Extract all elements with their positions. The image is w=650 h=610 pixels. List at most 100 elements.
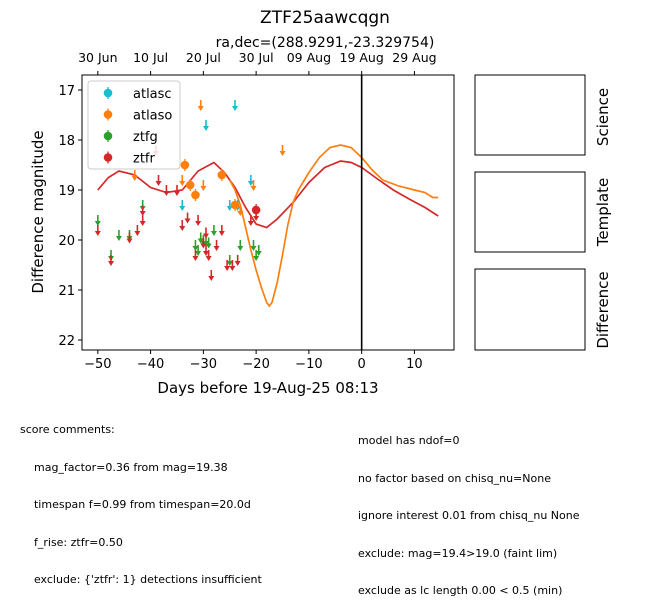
y-tick-label: 18 (58, 134, 75, 149)
comment-line: ignore interest 0.01 from chisq_nu None (358, 509, 580, 522)
arrow-head (247, 181, 254, 186)
arrow-head (229, 266, 236, 271)
arrow-head (134, 231, 141, 236)
upper-limit-arrow (139, 215, 146, 226)
comment-line: exclude as lc length 0.00 < 0.5 (min) (358, 584, 563, 597)
arrow-head (173, 191, 180, 196)
arrow-head (179, 181, 186, 186)
legend-label: ztfr (133, 152, 155, 167)
upper-limit-arrow (115, 230, 122, 241)
comment-line: model has ndof=0 (358, 434, 460, 447)
legend-marker (103, 131, 113, 141)
upper-limit-arrow (205, 237, 212, 249)
arrow-head (131, 176, 138, 181)
arrow-head (237, 211, 244, 216)
arrow-head (255, 251, 262, 256)
arrow-head (205, 243, 212, 249)
upper-limit-arrow (179, 220, 186, 231)
model-curve-ztfr (97, 160, 439, 229)
y-axis-ticks: 17 18 19 20 21 22 (58, 84, 82, 349)
upper-limit-arrow (213, 240, 220, 251)
arrow-head (205, 256, 212, 261)
upper-limit-arrow (279, 145, 286, 156)
top-date-axis-ticks: 30 Jun 10 Jul 20 Jul 30 Jul 09 Aug 19 Aug 29 A… (78, 50, 437, 75)
arrow-head (234, 261, 241, 266)
detection-point (251, 205, 261, 215)
top-tick-label: 29 Aug (392, 50, 436, 65)
upper-limit-arrow (195, 215, 202, 226)
upper-limit-arrow (237, 205, 244, 216)
arrow-head (250, 246, 257, 251)
template-panel (474, 171, 586, 253)
upper-limit-arrow (173, 185, 180, 196)
upper-limit-arrow (218, 225, 225, 236)
comment-line: exclude: mag=19.4>19.0 (faint lim) (358, 546, 558, 560)
arrow-head (203, 126, 209, 131)
arrow-head (179, 206, 186, 211)
comment-line: f_rise: ztfr=0.50 (20, 535, 123, 549)
upper-limit-arrow (250, 180, 257, 191)
chart-title: ZTF25aawcqgn (260, 8, 390, 28)
x-tick-label: −20 (242, 357, 269, 372)
model-curve-atlaso (228, 144, 439, 308)
upper-limit-arrow (210, 225, 217, 236)
y-tick-label: 21 (58, 284, 75, 299)
upper-limit-arrow (184, 212, 191, 224)
x-tick-label: −50 (84, 357, 111, 372)
arrow-head (126, 238, 133, 244)
arrow-head (155, 181, 162, 186)
upper-limit-arrow (155, 175, 162, 186)
arrow-head (139, 211, 146, 216)
arrow-head (203, 233, 209, 239)
arrow-head (192, 246, 199, 251)
upper-limit-arrow (224, 260, 231, 271)
comment-line: timespan f=0.99 from timespan=20.0d (20, 498, 251, 511)
y-tick-label: 17 (58, 84, 75, 99)
chart-subtitle: ra,dec=(288.9291,-23.329754) (215, 35, 435, 51)
arrow-head (200, 186, 207, 191)
upper-limit-arrow (200, 180, 207, 191)
data-points (94, 100, 286, 281)
top-tick-label: 10 Jul (133, 50, 168, 65)
legend-label: atlaso (133, 109, 172, 124)
light-curve-chart: −50 −40 −30 −20 −10 0 10 17 18 19 20 21 22 30 Jun 10… (29, 50, 586, 397)
arrow-head (195, 221, 202, 226)
arrow-head (237, 246, 244, 251)
arrow-head (226, 261, 233, 266)
comment-line: no factor based on chisq_nu=None (358, 471, 551, 485)
upper-limit-arrow (139, 205, 146, 216)
arrow-head (94, 221, 101, 226)
arrow-head (195, 251, 202, 256)
arrow-head (226, 206, 233, 211)
upper-limit-arrow (203, 227, 209, 239)
arrow-head (253, 256, 260, 261)
upper-limit-arrow (250, 240, 257, 251)
upper-limit-arrow (203, 245, 209, 256)
upper-limit-arrow (163, 185, 170, 196)
arrow-head (163, 191, 170, 196)
arrow-head (224, 266, 231, 271)
x-axis-label: Days before 19-Aug-25 08:13 (157, 379, 378, 397)
arrow-head (179, 226, 186, 231)
template-label: Template (594, 177, 612, 247)
legend-marker (103, 153, 113, 162)
upper-limit-arrow (134, 225, 141, 236)
detection-point (185, 180, 195, 190)
legend-label: ztfg (133, 130, 158, 145)
arrow-head (108, 261, 115, 266)
arrow-head (210, 231, 217, 236)
y-tick-label: 20 (58, 234, 75, 249)
legend-box (87, 80, 181, 170)
upper-limit-arrow (179, 175, 186, 186)
arrow-head (115, 236, 122, 241)
upper-limit-arrow (192, 250, 199, 261)
top-tick-label: 30 Jul (239, 50, 274, 65)
upper-limit-arrow (247, 175, 254, 186)
arrow-head (250, 186, 257, 191)
arrow-head (197, 106, 204, 111)
upper-limit-arrow (234, 255, 241, 266)
upper-limit-arrow (205, 250, 212, 261)
y-tick-label: 19 (58, 184, 75, 199)
difference-panel (474, 268, 586, 351)
x-tick-label: 10 (406, 357, 423, 372)
